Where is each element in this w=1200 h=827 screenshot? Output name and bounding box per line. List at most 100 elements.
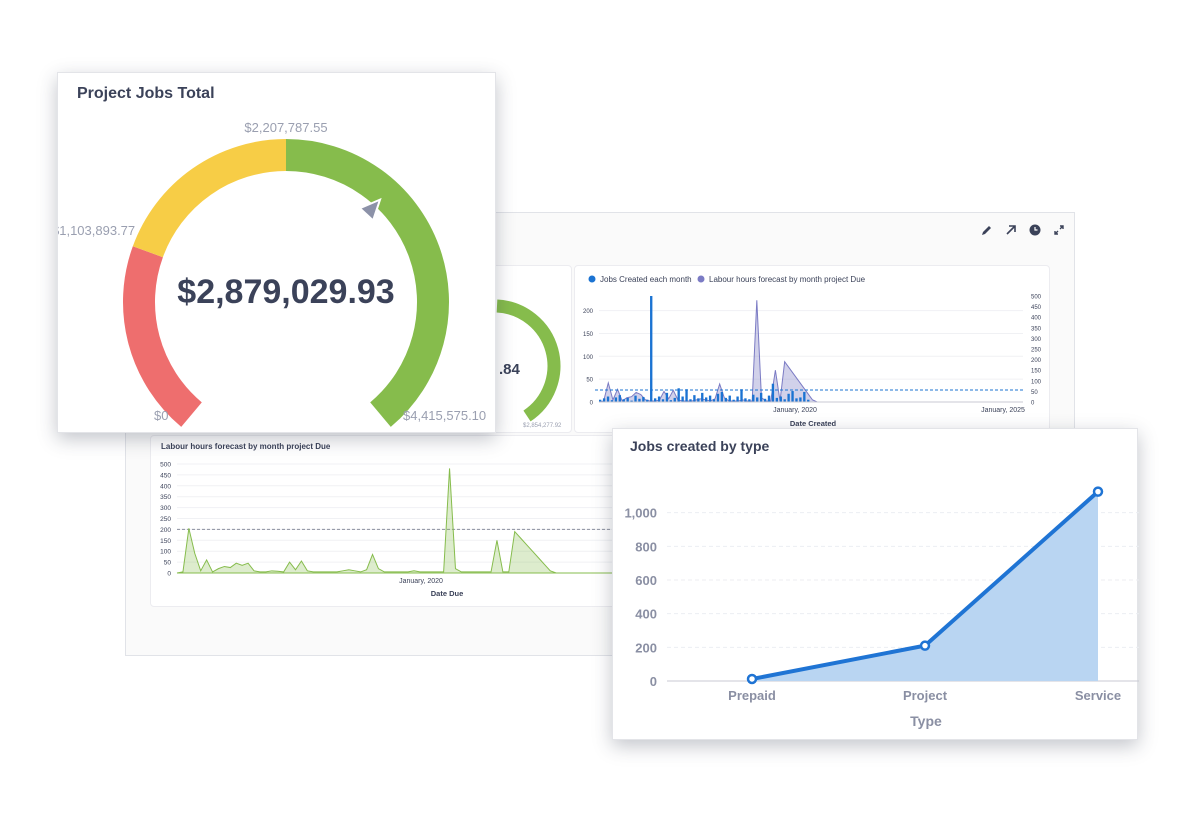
combo-bar [807,399,810,402]
combo-bar [705,397,708,402]
combo-right-tick: 450 [1031,305,1042,311]
legend-labour[interactable]: Labour hours forecast by month project D… [709,275,866,284]
combo-x-tick: January, 2020 [773,407,817,414]
type-area [752,491,1098,681]
legend-jobs[interactable]: Jobs Created each month [600,275,692,284]
labour-y-tick: 250 [160,516,171,523]
combo-left-tick: 200 [583,309,594,315]
small-gauge-value: .84 [499,361,521,378]
combo-bar [614,397,618,402]
gauge-label-mid: $2,207,787.55 [244,120,327,135]
gauge-svg: $2,879,029.93 $2,207,787.55 $1,103,893.7… [52,120,486,427]
type-y-tick: 800 [635,539,657,554]
gauge-segment-red [123,246,203,427]
combo-right-tick: 150 [1031,369,1042,375]
type-x-tick: Service [1075,688,1121,703]
combo-bar [665,392,669,402]
combo-bar [638,398,641,402]
combo-bar [689,399,692,402]
combo-bar [759,392,763,402]
combo-bar [748,399,751,402]
combo-bar [767,395,771,402]
legend-marker-jobs [588,275,596,283]
labour-chart-card: Labour hours forecast by month project D… [150,435,660,607]
open-external-icon[interactable] [1004,223,1018,237]
type-x-label: Type [910,713,942,729]
gauge-label-q1: $1,103,893.77 [58,223,135,238]
combo-bar [775,397,779,402]
combo-right-tick: 100 [1031,379,1042,385]
combo-bar [783,399,786,402]
combo-bar [673,397,676,402]
combo-bar [669,400,673,402]
combo-bar [763,398,767,402]
combo-bar [626,397,629,402]
combo-right-tick: 0 [1031,401,1035,407]
combo-right-tick: 200 [1031,358,1042,364]
type-x-tick: Project [903,688,948,703]
combo-left-tick: 150 [583,332,594,338]
combo-bar [740,389,743,402]
combo-bar [787,393,790,402]
combo-right-tick: 250 [1031,348,1042,354]
type-point[interactable] [919,640,931,651]
combo-bar [657,396,661,402]
labour-x-tick: January, 2020 [399,578,443,585]
combo-bar [779,396,782,402]
labour-y-tick: 50 [164,560,172,567]
combo-bar [803,391,806,402]
combo-x-label: Date Created [790,419,837,428]
combo-left-tick: 50 [586,378,593,384]
type-y-tick: 600 [635,573,657,588]
combo-bar [622,399,625,402]
combo-bar [732,399,735,402]
labour-y-tick: 300 [160,505,171,512]
combo-x-tick: January, 2025 [981,407,1025,414]
gauge-segment-green [285,139,449,427]
combo-bar [646,399,649,402]
labour-chart-svg: 0 50 100 150 200 250 300 350 400 450 500 January, … [160,462,651,598]
labour-y-tick: 450 [160,472,171,479]
combo-bar [708,395,712,402]
combo-bar [653,398,657,402]
combo-bar [771,383,775,402]
combo-bar [650,296,653,402]
expand-icon[interactable] [1052,223,1066,237]
combo-right-tick: 50 [1031,390,1038,396]
type-chart-title: Jobs created by type [630,438,770,454]
combo-bar [752,394,755,402]
combo-bar [712,399,716,402]
clock-icon[interactable] [1028,223,1042,237]
labour-y-tick: 500 [160,462,171,469]
combo-bar [618,395,621,402]
type-point[interactable] [1092,486,1104,497]
combo-bar [693,395,696,402]
combo-bar [606,396,610,402]
combo-bar [685,389,688,402]
combo-bar [744,398,747,402]
labour-y-tick: 350 [160,494,171,501]
combo-bar [720,391,724,402]
combo-bar [602,398,606,402]
edit-icon[interactable] [980,223,994,237]
dashboard-toolbar [980,223,1066,237]
combo-bar [791,391,794,402]
type-y-tick: 1,000 [624,506,657,521]
type-y-tick: 200 [635,640,657,655]
gauge-value: $2,879,029.93 [177,273,394,311]
combo-bar [795,398,798,402]
type-point[interactable] [746,673,758,685]
combo-bar [677,388,680,402]
type-chart-svg: 0 200 400 600 800 1,000 Prepaid Project Service… [624,486,1139,729]
gauge-label-max: $4,415,575.10 [403,408,486,423]
legend-marker-labour [697,275,705,283]
combo-right-tick: 400 [1031,316,1042,322]
combo-left-tick: 100 [583,355,594,361]
combo-left-tick: 0 [590,401,594,407]
combo-bar [642,396,645,402]
type-y-tick: 0 [650,674,657,689]
combo-right-tick: 300 [1031,337,1042,343]
combo-bar [681,396,684,402]
combo-bar [724,397,727,402]
combo-bar [634,395,637,402]
